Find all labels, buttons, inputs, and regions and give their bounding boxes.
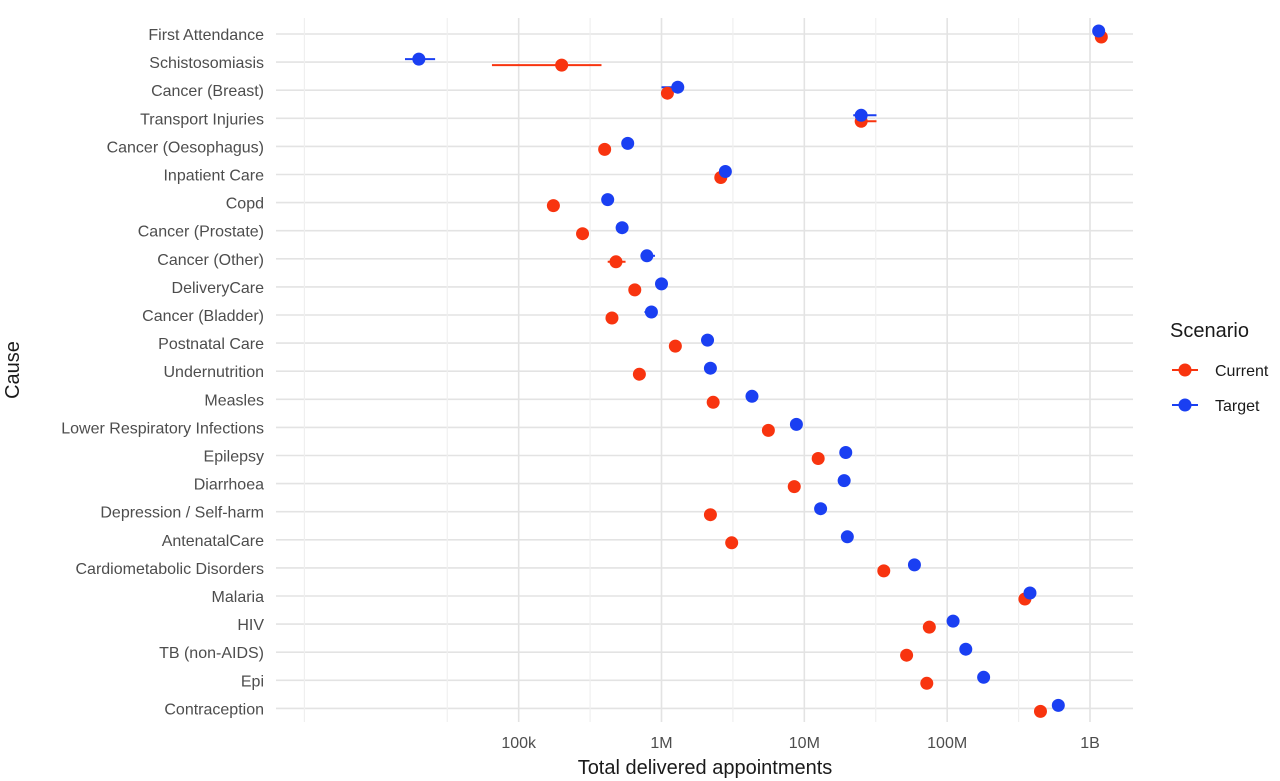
y-tick-label: Cancer (Bladder) <box>142 308 264 325</box>
point-target <box>640 249 654 263</box>
y-tick-label: Lower Respiratory Infections <box>61 420 264 437</box>
y-tick-label: HIV <box>237 617 264 634</box>
y-axis-tick-labels: First Attendance Schistosomiasis Cancer (B… <box>61 27 264 718</box>
legend-label: Current <box>1215 363 1269 380</box>
y-tick-label: Cancer (Breast) <box>151 83 264 100</box>
legend: Scenario Current Target <box>1170 320 1269 415</box>
y-tick-label: Cardiometabolic Disorders <box>75 561 264 578</box>
y-tick-label: Cancer (Prostate) <box>138 224 264 241</box>
point-target <box>718 165 732 178</box>
point-current <box>811 452 825 465</box>
point-target <box>621 136 635 150</box>
x-axis-tick-labels: 100k 1M 10M 100M 1B <box>501 735 1099 752</box>
y-tick-label: Malaria <box>212 589 265 606</box>
point-current <box>1033 704 1047 718</box>
y-tick-label: Depression / Self-harm <box>100 505 264 522</box>
point-target <box>1092 24 1106 38</box>
data-points <box>412 24 1108 718</box>
point-target <box>946 614 960 628</box>
y-tick-label: AntenatalCare <box>162 533 264 550</box>
x-tick-label: 10M <box>789 735 820 752</box>
point-target <box>671 80 685 94</box>
y-tick-label: Cancer (Other) <box>157 252 264 269</box>
y-tick-label: Schistosomiasis <box>149 55 264 72</box>
x-tick-label: 100M <box>927 735 967 752</box>
point-current <box>576 227 590 241</box>
point-target <box>644 305 658 319</box>
legend-key-point <box>1178 398 1192 412</box>
y-tick-label: Postnatal Care <box>158 336 264 353</box>
y-tick-label: Copd <box>226 196 264 213</box>
point-current <box>546 199 560 213</box>
point-current <box>706 395 720 409</box>
point-target <box>701 333 715 347</box>
point-current <box>900 648 914 662</box>
point-current <box>725 536 739 550</box>
legend-label: Target <box>1215 398 1260 415</box>
point-target <box>789 417 803 431</box>
y-axis-title: Cause <box>2 341 24 399</box>
x-tick-label: 1M <box>650 735 672 752</box>
point-current <box>922 620 936 634</box>
point-target <box>959 642 973 656</box>
y-tick-label: Inpatient Care <box>163 168 264 185</box>
point-current <box>632 367 646 381</box>
point-target <box>907 558 921 572</box>
point-current <box>920 676 934 690</box>
y-tick-label: First Attendance <box>148 27 264 44</box>
y-tick-label: Contraception <box>164 701 264 718</box>
point-target <box>601 193 615 207</box>
point-current <box>598 142 612 156</box>
point-target <box>840 530 854 544</box>
point-target <box>837 474 851 488</box>
x-tick-label: 100k <box>501 735 537 752</box>
y-tick-label: Undernutrition <box>164 364 265 381</box>
point-target <box>839 446 853 459</box>
y-tick-label: TB (non-AIDS) <box>159 645 264 662</box>
point-current <box>628 283 642 297</box>
point-current <box>660 86 674 100</box>
point-target <box>814 502 828 516</box>
point-current <box>555 58 569 72</box>
y-tick-label: DeliveryCare <box>172 280 265 297</box>
x-axis-title: Total delivered appointments <box>578 757 833 779</box>
point-current <box>787 480 801 494</box>
point-current <box>668 339 682 353</box>
point-target <box>1023 586 1037 600</box>
point-current <box>609 255 623 269</box>
legend-title: Scenario <box>1170 320 1249 342</box>
y-tick-label: Cancer (Oesophagus) <box>107 139 264 156</box>
y-tick-label: Measles <box>204 392 264 409</box>
point-target <box>1051 698 1065 712</box>
legend-items: Current Target <box>1172 363 1269 415</box>
error-bars <box>404 58 877 313</box>
point-target <box>655 277 669 291</box>
point-target <box>745 389 759 403</box>
point-target <box>854 108 868 122</box>
y-tick-label: Diarrhoea <box>194 477 264 494</box>
point-current <box>703 508 717 522</box>
point-current <box>761 423 775 437</box>
y-tick-label: Transport Injuries <box>140 111 264 128</box>
point-target <box>703 361 717 375</box>
y-tick-label: Epilepsy <box>204 449 264 466</box>
grid <box>276 18 1133 722</box>
point-target <box>615 221 629 235</box>
point-current <box>605 311 619 325</box>
point-target <box>412 52 426 66</box>
legend-key-point <box>1178 363 1192 377</box>
y-tick-label: Epi <box>241 673 264 690</box>
point-current <box>877 564 891 578</box>
point-target <box>977 670 991 684</box>
x-tick-label: 1B <box>1080 735 1100 752</box>
